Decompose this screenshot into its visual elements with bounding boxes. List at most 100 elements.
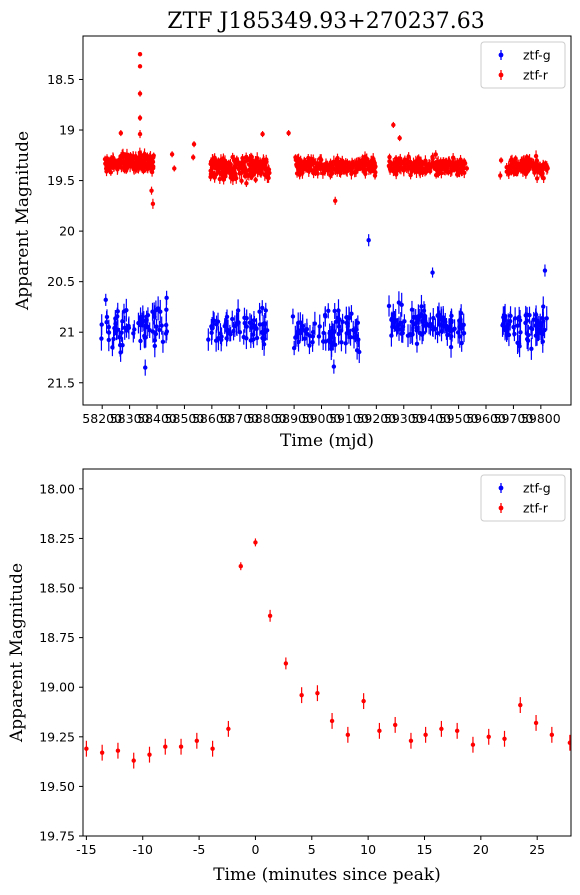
data-point-ztf-r-marker: [348, 168, 354, 174]
data-point-ztf-g: [260, 322, 265, 343]
data-point-ztf-g-marker: [302, 336, 307, 341]
data-point-ztf-r-marker: [415, 158, 420, 163]
data-point-ztf-r: [110, 158, 115, 167]
data-point-ztf-g: [441, 306, 446, 329]
data-point-ztf-r: [131, 158, 136, 171]
data-point-ztf-g: [529, 337, 534, 360]
data-point-ztf-r-marker: [329, 162, 334, 168]
data-point-ztf-r-marker: [294, 171, 300, 176]
data-point-ztf-r: [232, 165, 237, 177]
data-point-ztf-g: [533, 325, 539, 347]
data-point-ztf-g: [524, 329, 530, 350]
data-point-ztf-r-marker: [242, 166, 248, 171]
data-point-ztf-g-marker: [160, 339, 166, 344]
data-point-ztf-g-marker: [164, 307, 169, 312]
data-point-ztf-g: [408, 324, 413, 345]
data-point-ztf-g: [508, 306, 513, 326]
data-point-ztf-r-marker: [300, 167, 305, 173]
data-point-ztf-r: [208, 172, 213, 182]
data-point-ztf-r: [541, 160, 547, 168]
data-point-ztf-g-marker: [317, 324, 322, 329]
data-point-ztf-r-marker: [125, 158, 130, 163]
data-point-ztf-r-marker: [137, 64, 143, 69]
data-point-ztf-r-marker: [213, 161, 219, 167]
data-point-ztf-g: [222, 318, 227, 334]
data-point-ztf-r: [498, 171, 503, 180]
data-point-ztf-g-marker: [219, 334, 224, 339]
data-point-ztf-g-marker: [111, 336, 116, 342]
data-point-ztf-r: [536, 159, 541, 171]
data-point-ztf-g: [124, 298, 129, 322]
data-point-ztf-g: [164, 322, 170, 341]
data-point-ztf-r: [264, 168, 269, 179]
data-point-ztf-r-marker: [368, 164, 373, 169]
data-point-ztf-g-marker: [448, 344, 454, 350]
data-point-ztf-g-marker: [230, 316, 235, 322]
flare-zoom-panel: -15 -10 -5 0 5 10 15 20 25 18.0018.2518.5018.751…: [7, 468, 572, 885]
data-point-ztf-g: [143, 359, 148, 376]
data-point-ztf-r: [391, 158, 396, 169]
data-point-ztf-g-marker: [502, 313, 508, 319]
data-point-ztf-g: [113, 310, 118, 327]
data-point-ztf-r: [394, 160, 399, 168]
data-point-ztf-g-marker: [419, 332, 425, 337]
data-point-ztf-g: [206, 328, 211, 351]
data-point-ztf-g: [138, 331, 143, 351]
data-point-ztf-r: [333, 196, 338, 205]
data-point-ztf-r-marker: [439, 166, 444, 171]
data-point-ztf-g-marker: [392, 317, 397, 323]
data-point-ztf-g: [399, 292, 404, 317]
data-point-ztf-g: [291, 340, 297, 356]
data-point-ztf-r-marker: [127, 164, 133, 169]
data-point-ztf-g: [536, 320, 541, 341]
data-point-ztf-r-marker: [518, 702, 523, 708]
legend-label-ztf-g: ztf-g: [523, 481, 551, 496]
data-point-ztf-r-marker: [245, 157, 250, 163]
data-point-ztf-g-marker: [250, 332, 256, 337]
x-tick-label: 58600: [192, 411, 232, 426]
data-point-ztf-r-marker: [286, 130, 291, 136]
data-point-ztf-r-marker: [149, 188, 154, 193]
data-point-ztf-g-marker: [356, 337, 361, 342]
data-point-ztf-g-marker: [502, 327, 508, 333]
data-point-ztf-r-marker: [368, 169, 373, 174]
data-point-ztf-r-marker: [239, 178, 244, 184]
data-point-ztf-g-marker: [323, 314, 328, 319]
data-point-ztf-r-marker: [255, 164, 261, 169]
data-point-ztf-r: [260, 131, 265, 138]
data-point-ztf-r-marker: [120, 151, 126, 157]
data-point-ztf-r-marker: [150, 201, 156, 207]
data-point-ztf-r-marker: [255, 156, 260, 161]
data-point-ztf-r-marker: [242, 173, 248, 179]
data-point-ztf-r: [418, 168, 423, 179]
data-point-ztf-g-marker: [457, 334, 462, 339]
data-point-ztf-r: [354, 163, 359, 173]
data-point-ztf-g: [323, 332, 328, 351]
data-point-ztf-r: [299, 687, 304, 704]
data-point-ztf-r: [340, 155, 345, 166]
data-point-ztf-r: [145, 159, 150, 169]
data-point-ztf-g-marker: [143, 323, 148, 328]
data-point-ztf-r: [255, 152, 260, 165]
data-point-ztf-g-marker: [527, 312, 532, 318]
data-point-ztf-g-marker: [114, 328, 119, 333]
data-point-ztf-r: [406, 162, 411, 170]
data-point-ztf-r-marker: [431, 162, 436, 167]
data-point-ztf-r: [147, 161, 153, 173]
x-tick-label: 58400: [137, 411, 177, 426]
data-point-ztf-r-marker: [441, 161, 446, 167]
data-point-ztf-g-marker: [539, 330, 544, 336]
data-point-ztf-g: [145, 307, 151, 324]
data-point-ztf-g: [512, 326, 517, 342]
data-point-ztf-g: [106, 319, 112, 335]
data-point-ztf-r-marker: [299, 692, 304, 698]
data-point-ztf-r: [355, 156, 361, 169]
data-point-ztf-r: [341, 165, 346, 173]
data-point-ztf-r-marker: [534, 176, 540, 181]
data-point-ztf-g-marker: [349, 311, 354, 316]
data-point-ztf-r-marker: [137, 115, 143, 121]
x-tick-label: 15: [417, 842, 433, 857]
data-point-ztf-r: [549, 726, 555, 743]
data-point-ztf-r-marker: [191, 155, 196, 160]
data-point-ztf-g: [423, 316, 428, 335]
